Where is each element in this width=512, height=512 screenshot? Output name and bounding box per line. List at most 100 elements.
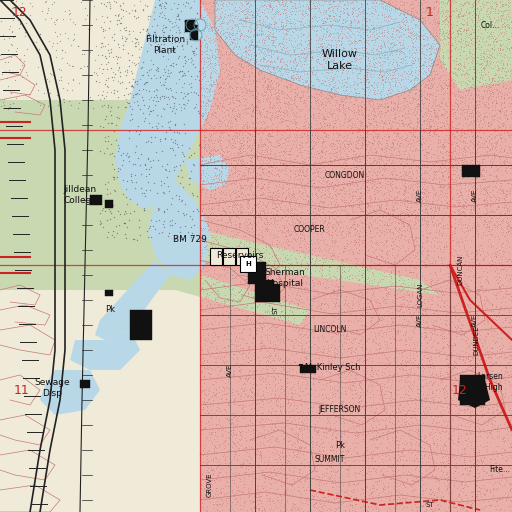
Point [374, 443, 382, 452]
Point [279, 22, 287, 30]
Point [285, 491, 293, 499]
Point [448, 152, 456, 160]
Point [265, 472, 273, 480]
Point [390, 412, 398, 420]
Point [493, 140, 501, 148]
Point [293, 258, 301, 266]
Point [258, 403, 266, 411]
Point [454, 60, 462, 68]
Point [377, 204, 385, 212]
Point [431, 325, 439, 333]
Point [318, 174, 327, 182]
Point [489, 98, 497, 106]
Point [311, 423, 319, 432]
Point [395, 437, 403, 445]
Point [199, 69, 207, 77]
Point [184, 180, 193, 188]
Point [508, 435, 512, 443]
Point [115, 43, 123, 51]
Point [475, 97, 483, 105]
Point [309, 83, 317, 92]
Point [284, 397, 292, 406]
Point [497, 100, 505, 108]
Point [238, 171, 246, 179]
Point [368, 139, 376, 147]
Point [440, 94, 448, 102]
Point [356, 377, 364, 386]
Point [342, 390, 350, 398]
Point [367, 236, 375, 244]
Point [293, 31, 301, 39]
Point [454, 324, 462, 332]
Point [507, 443, 512, 451]
Point [198, 69, 206, 77]
Point [398, 284, 407, 292]
Point [400, 43, 408, 51]
Point [277, 205, 285, 213]
Point [431, 261, 439, 269]
Point [197, 243, 205, 251]
Point [440, 181, 448, 189]
Point [408, 274, 416, 282]
Point [331, 236, 339, 244]
Point [500, 373, 508, 381]
Point [300, 455, 308, 463]
Point [247, 7, 255, 15]
Point [343, 164, 351, 172]
Point [433, 70, 441, 78]
Point [296, 106, 305, 115]
Point [201, 0, 209, 7]
Point [326, 156, 334, 164]
Point [309, 229, 317, 238]
Point [324, 76, 332, 84]
Point [362, 506, 371, 512]
Point [314, 503, 322, 511]
Point [328, 430, 336, 438]
Point [345, 477, 353, 485]
Point [286, 436, 294, 444]
Point [207, 216, 215, 224]
Point [462, 248, 470, 256]
Point [259, 249, 267, 257]
Point [465, 125, 473, 133]
Point [289, 43, 297, 51]
Point [342, 83, 350, 91]
Point [387, 241, 395, 249]
Point [230, 439, 238, 447]
Point [441, 19, 450, 28]
Point [308, 189, 316, 197]
Point [243, 122, 251, 130]
Point [497, 255, 505, 263]
Point [369, 50, 377, 58]
Point [223, 20, 231, 28]
Point [388, 263, 396, 271]
Point [269, 508, 277, 512]
Point [404, 236, 412, 244]
Point [329, 52, 337, 60]
Point [385, 472, 393, 480]
Point [370, 25, 378, 33]
Point [220, 272, 228, 280]
Point [334, 20, 342, 29]
Point [351, 54, 359, 62]
Point [315, 431, 324, 439]
Point [176, 67, 184, 75]
Point [0, 102, 5, 110]
Point [278, 165, 286, 174]
Point [375, 179, 383, 187]
Point [329, 75, 337, 83]
Point [398, 1, 407, 9]
Point [356, 8, 364, 16]
Point [233, 54, 241, 62]
Point [239, 133, 247, 141]
Point [238, 1, 246, 9]
Point [493, 472, 501, 480]
Point [359, 93, 368, 101]
Point [364, 71, 372, 79]
Point [479, 247, 487, 255]
Point [361, 127, 369, 135]
Point [249, 135, 257, 143]
Point [446, 128, 455, 136]
Point [279, 402, 287, 410]
Point [486, 487, 494, 496]
